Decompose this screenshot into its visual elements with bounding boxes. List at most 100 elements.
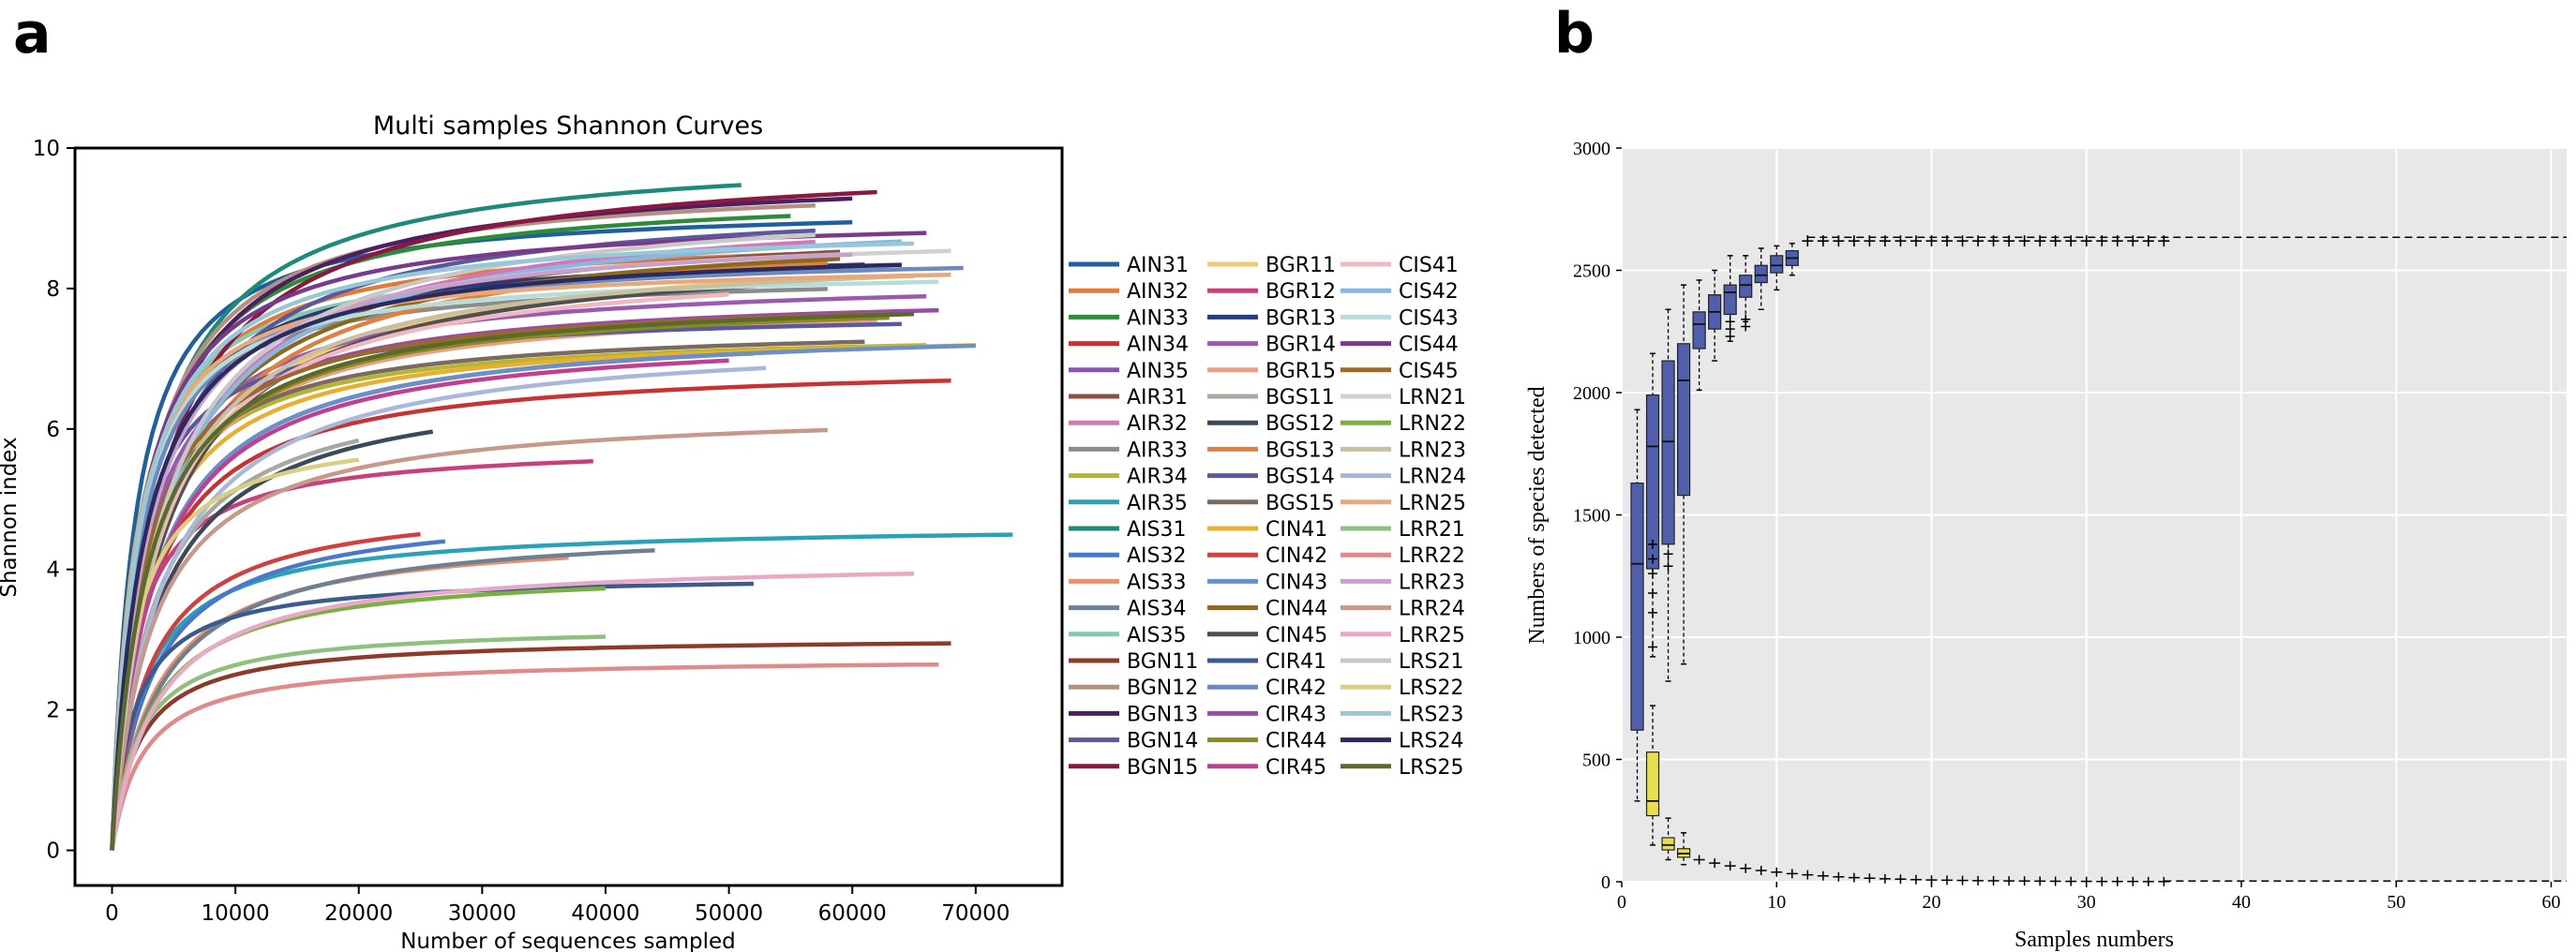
box-body [1645,751,1660,817]
y-tick-label: 1000 [1573,628,1610,648]
legend-label: AIN31 [1127,254,1189,277]
plateau-mark [1972,235,1984,247]
lower-tail-mark [1755,865,1767,875]
curve-cir41 [110,581,754,852]
curve-lrr22 [110,662,939,853]
plateau-mark [2142,235,2154,247]
plateau-mark [1956,235,1969,247]
lower-tail-mark [1802,870,1814,880]
x-tick-label: 0 [105,901,119,926]
upper-box-11 [1785,243,1799,276]
legend-label: BGR12 [1266,280,1336,304]
box-body [1645,394,1660,570]
outlier-mark [1741,314,1751,324]
legend-label: LRS22 [1399,677,1464,700]
outlier-mark [1648,554,1658,564]
legend-item-lrs25: LRS25 [1340,756,1464,780]
legend-item-cis44: CIS44 [1340,334,1459,357]
upper-box-5 [1692,279,1706,392]
lower-tail-mark [2065,876,2077,886]
legend-item-cis45: CIS45 [1340,360,1459,383]
lower-tail-mark [2142,876,2154,886]
panel-b-letter: b [1554,1,1595,67]
y-tick-label: 500 [1582,751,1610,771]
legend-label: BGN13 [1127,703,1198,726]
legend-label: LRN21 [1399,386,1466,409]
legend-item-ain33: AIN33 [1069,306,1189,330]
legend-label: BGR15 [1266,360,1336,383]
upper-box-4 [1676,284,1691,665]
legend-item-lrs23: LRS23 [1340,703,1464,726]
legend-label: AIR32 [1127,412,1188,436]
legend-label: CIN41 [1266,518,1327,542]
upper-box-9 [1754,247,1768,311]
legend-item-bgr12: BGR12 [1207,280,1336,304]
legend-label: BGN11 [1127,650,1198,674]
legend-label: LRR24 [1399,598,1465,621]
legend-item-air33: AIR33 [1069,439,1188,462]
y-tick-label: 3000 [1573,139,1610,159]
legend-label: CIS44 [1399,334,1459,357]
y-tick-label: 1500 [1573,506,1610,527]
legend-item-bgr14: BGR14 [1207,334,1336,357]
box-body [1692,311,1706,350]
legend-item-cir41: CIR41 [1207,650,1326,674]
legend-item-cin41: CIN41 [1207,518,1327,542]
panel-a-curves [110,183,1013,853]
lower-tail-mark [1709,858,1721,869]
x-tick-label: 10 [1767,892,1786,913]
panel-a-letter: a [13,1,52,67]
y-tick-label: 2000 [1573,383,1610,404]
lower-tail-mark [1786,869,1798,879]
legend-label: BGR11 [1266,254,1336,277]
legend-label: AIR35 [1127,492,1188,515]
lower-tail-mark [1833,871,1845,882]
x-tick-label: 50000 [695,901,763,926]
plateau-mark [2080,235,2092,247]
lower-tail-mark [2003,876,2015,886]
legend-item-bgs14: BGS14 [1207,466,1335,489]
legend-item-bgs15: BGS15 [1207,492,1335,515]
legend-item-lrs21: LRS21 [1340,650,1464,674]
lower-tail-mark [1941,875,1954,885]
x-tick-label: 40000 [571,901,639,926]
panel-a-title: Multi samples Shannon Curves [373,112,763,141]
x-tick-label: 10000 [202,901,270,926]
y-tick-label: 2500 [1573,261,1610,282]
plateau-mark [1895,235,1907,247]
panel-b-marks [1630,235,2567,886]
lower-box-4 [1676,832,1691,866]
outlier-mark [1648,588,1658,599]
legend-label: LRR22 [1399,544,1465,568]
legend-label: LRS23 [1399,703,1464,726]
panel-b-y-axis-label: Numbers of species detected [1525,386,1550,644]
legend-label: BGN14 [1127,730,1198,753]
lower-box-2 [1645,705,1660,846]
curve-lrs23 [110,241,915,851]
plateau-mark [1848,235,1860,247]
box-body [1661,837,1675,851]
legend-label: BGS14 [1266,466,1335,489]
legend-item-bgn15: BGN15 [1069,756,1198,780]
curve-cin43 [110,343,976,852]
x-tick-label: 60000 [818,901,887,926]
outlier-mark [1663,561,1673,572]
upper-box-6 [1708,269,1722,362]
y-tick-label: 10 [33,137,60,161]
panel-a-plot-frame [73,146,1064,887]
outlier-mark [1648,569,1658,579]
legend-item-lrr25: LRR25 [1340,624,1465,647]
lower-tail-mark [1693,855,1705,865]
legend-label: CIS45 [1399,360,1459,383]
legend-item-cir43: CIR43 [1207,703,1326,726]
curve-lrr24 [110,427,828,852]
legend-item-lrr22: LRR22 [1340,544,1465,568]
legend-label: AIN35 [1127,360,1189,383]
legend-item-bgs12: BGS12 [1207,412,1335,436]
legend-label: AIS32 [1127,544,1187,568]
legend-item-air32: AIR32 [1069,412,1188,436]
curve-bgn11 [110,641,951,852]
legend-item-lrn24: LRN24 [1340,466,1466,489]
curve-lrs25 [110,311,915,852]
